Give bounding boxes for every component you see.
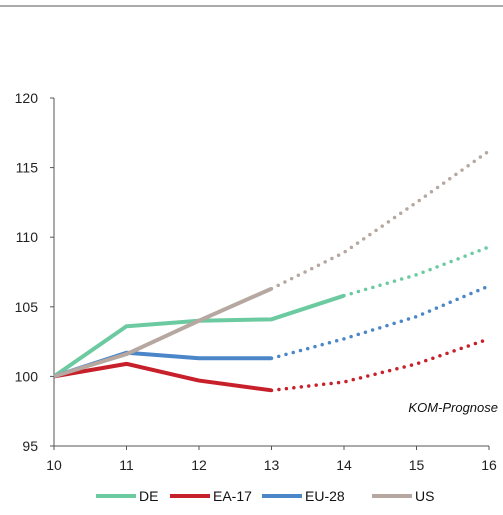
series-forecast-eu-28: [269, 284, 491, 361]
legend-label-de: DE: [139, 488, 158, 504]
series-forecast-ea-17: [269, 337, 491, 393]
y-tick-label: 110: [16, 229, 39, 245]
series-forecast-us: [269, 149, 491, 291]
axes: 95 100 105 110 115 120 10 11 12 13 14 15 16: [15, 90, 497, 473]
series-line-us: [53, 286, 273, 379]
legend-label-ea-17: EA-17: [213, 488, 252, 504]
series-line-ea-17: [53, 361, 272, 393]
x-tick-label: 15: [409, 457, 425, 473]
forecast-annotation: KOM-Prognose: [408, 400, 498, 415]
y-tick-label: 95: [22, 438, 38, 454]
x-tick-label: 16: [481, 457, 497, 473]
legend: DE EA-17 EU-28 US: [96, 488, 434, 504]
x-tick-label: 14: [336, 457, 352, 473]
series-layer: [52, 149, 491, 393]
legend-label-us: US: [415, 488, 434, 504]
y-tick-label: 105: [15, 299, 39, 315]
x-tick-label: 10: [46, 457, 62, 473]
y-tick-label: 120: [15, 90, 39, 106]
y-tick-label: 115: [16, 160, 39, 176]
series-forecast-de: [342, 245, 491, 298]
x-tick-label: 12: [191, 457, 207, 473]
x-tick-label: 11: [119, 457, 134, 473]
x-tick-label: 13: [264, 457, 280, 473]
legend-label-eu-28: EU-28: [305, 488, 345, 504]
y-tick-label: 100: [15, 368, 39, 384]
